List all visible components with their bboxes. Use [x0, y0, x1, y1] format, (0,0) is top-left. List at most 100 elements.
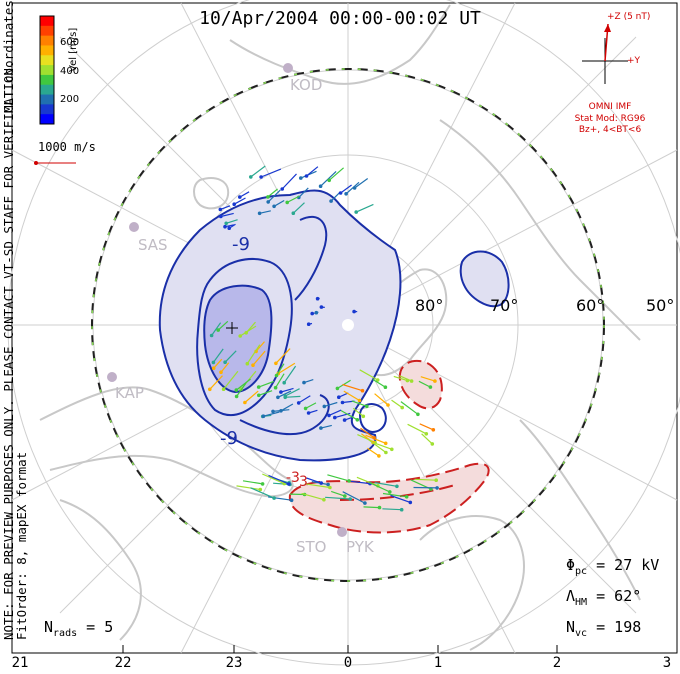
velocity-vector	[250, 165, 266, 178]
map-frame	[11, 2, 678, 654]
negative-cell-outer	[158, 189, 402, 462]
velocity-vector	[275, 363, 285, 376]
velocity-vector	[298, 395, 311, 404]
velocity-vector	[283, 365, 297, 384]
velocity-vector	[301, 492, 325, 501]
velocity-vector-origin	[272, 204, 276, 209]
velocity-vector	[328, 167, 344, 181]
velocity-vector-origin	[303, 406, 308, 411]
colorbar-segment	[40, 25, 54, 37]
velocity-vector	[354, 178, 369, 189]
velocity-vector	[352, 407, 364, 417]
velocity-vector-origin	[318, 184, 323, 188]
velocity-vector	[255, 341, 265, 352]
velocity-vector	[224, 350, 237, 363]
velocity-vector-origin	[372, 436, 377, 440]
colorbar-segment	[40, 74, 54, 86]
velocity-vector	[213, 358, 223, 369]
imf-vector-head	[604, 24, 611, 32]
stat-nrads-value: = 5	[86, 618, 114, 636]
velocity-vector	[340, 184, 352, 194]
lat-label-70: 70°	[490, 296, 519, 315]
velocity-vector	[382, 492, 407, 498]
velocity-vector	[258, 390, 273, 396]
colorbar-segment	[40, 94, 54, 105]
velocity-vector	[258, 380, 275, 388]
mlt-tick-21: 21	[11, 655, 29, 671]
velocity-vector-origin	[314, 310, 319, 315]
velocity-vector-origin	[386, 403, 390, 407]
velocity-vector	[267, 189, 281, 203]
velocity-vector	[400, 401, 419, 415]
contour-label-a: -9	[232, 234, 250, 255]
velocity-vector	[360, 427, 375, 439]
velocity-vector-origin	[405, 378, 410, 383]
velocity-vector-origin	[383, 385, 388, 390]
velocity-vector-origin	[249, 175, 253, 179]
velocity-colorbar	[39, 15, 55, 125]
velocity-vector-origin	[211, 360, 216, 365]
velocity-vector	[372, 378, 386, 388]
velocity-vector	[292, 202, 305, 214]
velocity-vector-origin	[377, 505, 382, 510]
velocity-vector	[212, 348, 224, 363]
velocity-vector	[343, 390, 360, 402]
stat-nvc-value: = 198	[596, 618, 642, 636]
stat-lambda-symbol: Λ	[566, 587, 576, 605]
mlt-tick-22: 22	[114, 655, 132, 671]
colorbar-segment	[40, 65, 54, 76]
velocity-vector-origin	[390, 447, 394, 452]
velocity-vector-origin	[245, 361, 250, 366]
velocity-vector-origin	[306, 322, 311, 327]
velocity-vector-origin	[375, 378, 380, 382]
velocity-vector-origin	[218, 207, 223, 212]
velocity-vector-origin	[244, 331, 248, 335]
colorbar-segment	[40, 35, 54, 46]
stat-nvc-symbol: N	[566, 618, 576, 636]
imf-y-label: +Y	[627, 56, 641, 66]
velocity-vector-origin	[365, 404, 369, 409]
velocity-vector-origin	[388, 490, 392, 494]
velocity-vector-origin	[416, 412, 420, 417]
positive-cell-upper	[398, 360, 443, 410]
velocity-vector-origin	[234, 394, 239, 399]
velocity-vector-origin	[221, 387, 226, 392]
velocity-vector-origin	[337, 395, 341, 400]
imf-condition: Bz+, 4<BT<6	[578, 125, 642, 135]
velocity-vector-origin	[327, 413, 331, 418]
stat-nrads-symbol: N	[44, 618, 54, 636]
velocity-vector-origin	[238, 334, 242, 338]
pole-marker	[342, 319, 354, 331]
station-marker-kap	[107, 372, 117, 382]
velocity-vector-origin	[282, 380, 287, 385]
colorbar-tick-600: 600	[60, 37, 80, 48]
imf-z-label: +Z (5 nT)	[607, 12, 651, 22]
velocity-vector	[298, 187, 309, 198]
station-sto: STO	[296, 538, 327, 556]
velocity-vector-origin	[315, 296, 320, 301]
velocity-vector-origin	[287, 482, 291, 486]
velocity-vector-origin	[383, 441, 388, 446]
velocity-vector-origin	[238, 195, 242, 199]
velocity-vector	[223, 370, 239, 390]
velocity-vector	[350, 480, 371, 485]
velocity-vector-origin	[344, 192, 348, 196]
mlt-tick-0: 0	[343, 655, 353, 671]
velocity-vector	[393, 375, 408, 382]
velocity-vector	[304, 483, 330, 489]
velocity-vector-origin	[322, 404, 327, 409]
velocity-vector	[285, 388, 300, 397]
coast-canada	[39, 386, 294, 498]
velocity-vector	[275, 373, 285, 389]
velocity-vector-origin	[328, 485, 332, 490]
negative-cell-inner-loop	[239, 394, 330, 436]
stat-nrads: Nrads = 5	[44, 618, 113, 639]
velocity-vector	[418, 380, 431, 388]
velocity-vector	[220, 212, 234, 218]
velocity-vector-origin	[435, 486, 439, 490]
velocity-vector-origin	[285, 200, 290, 205]
station-marker-kod	[283, 63, 293, 73]
coast-islands2	[193, 177, 230, 210]
colorbar-segment	[40, 84, 54, 96]
mlt-tick-23: 23	[225, 655, 243, 671]
